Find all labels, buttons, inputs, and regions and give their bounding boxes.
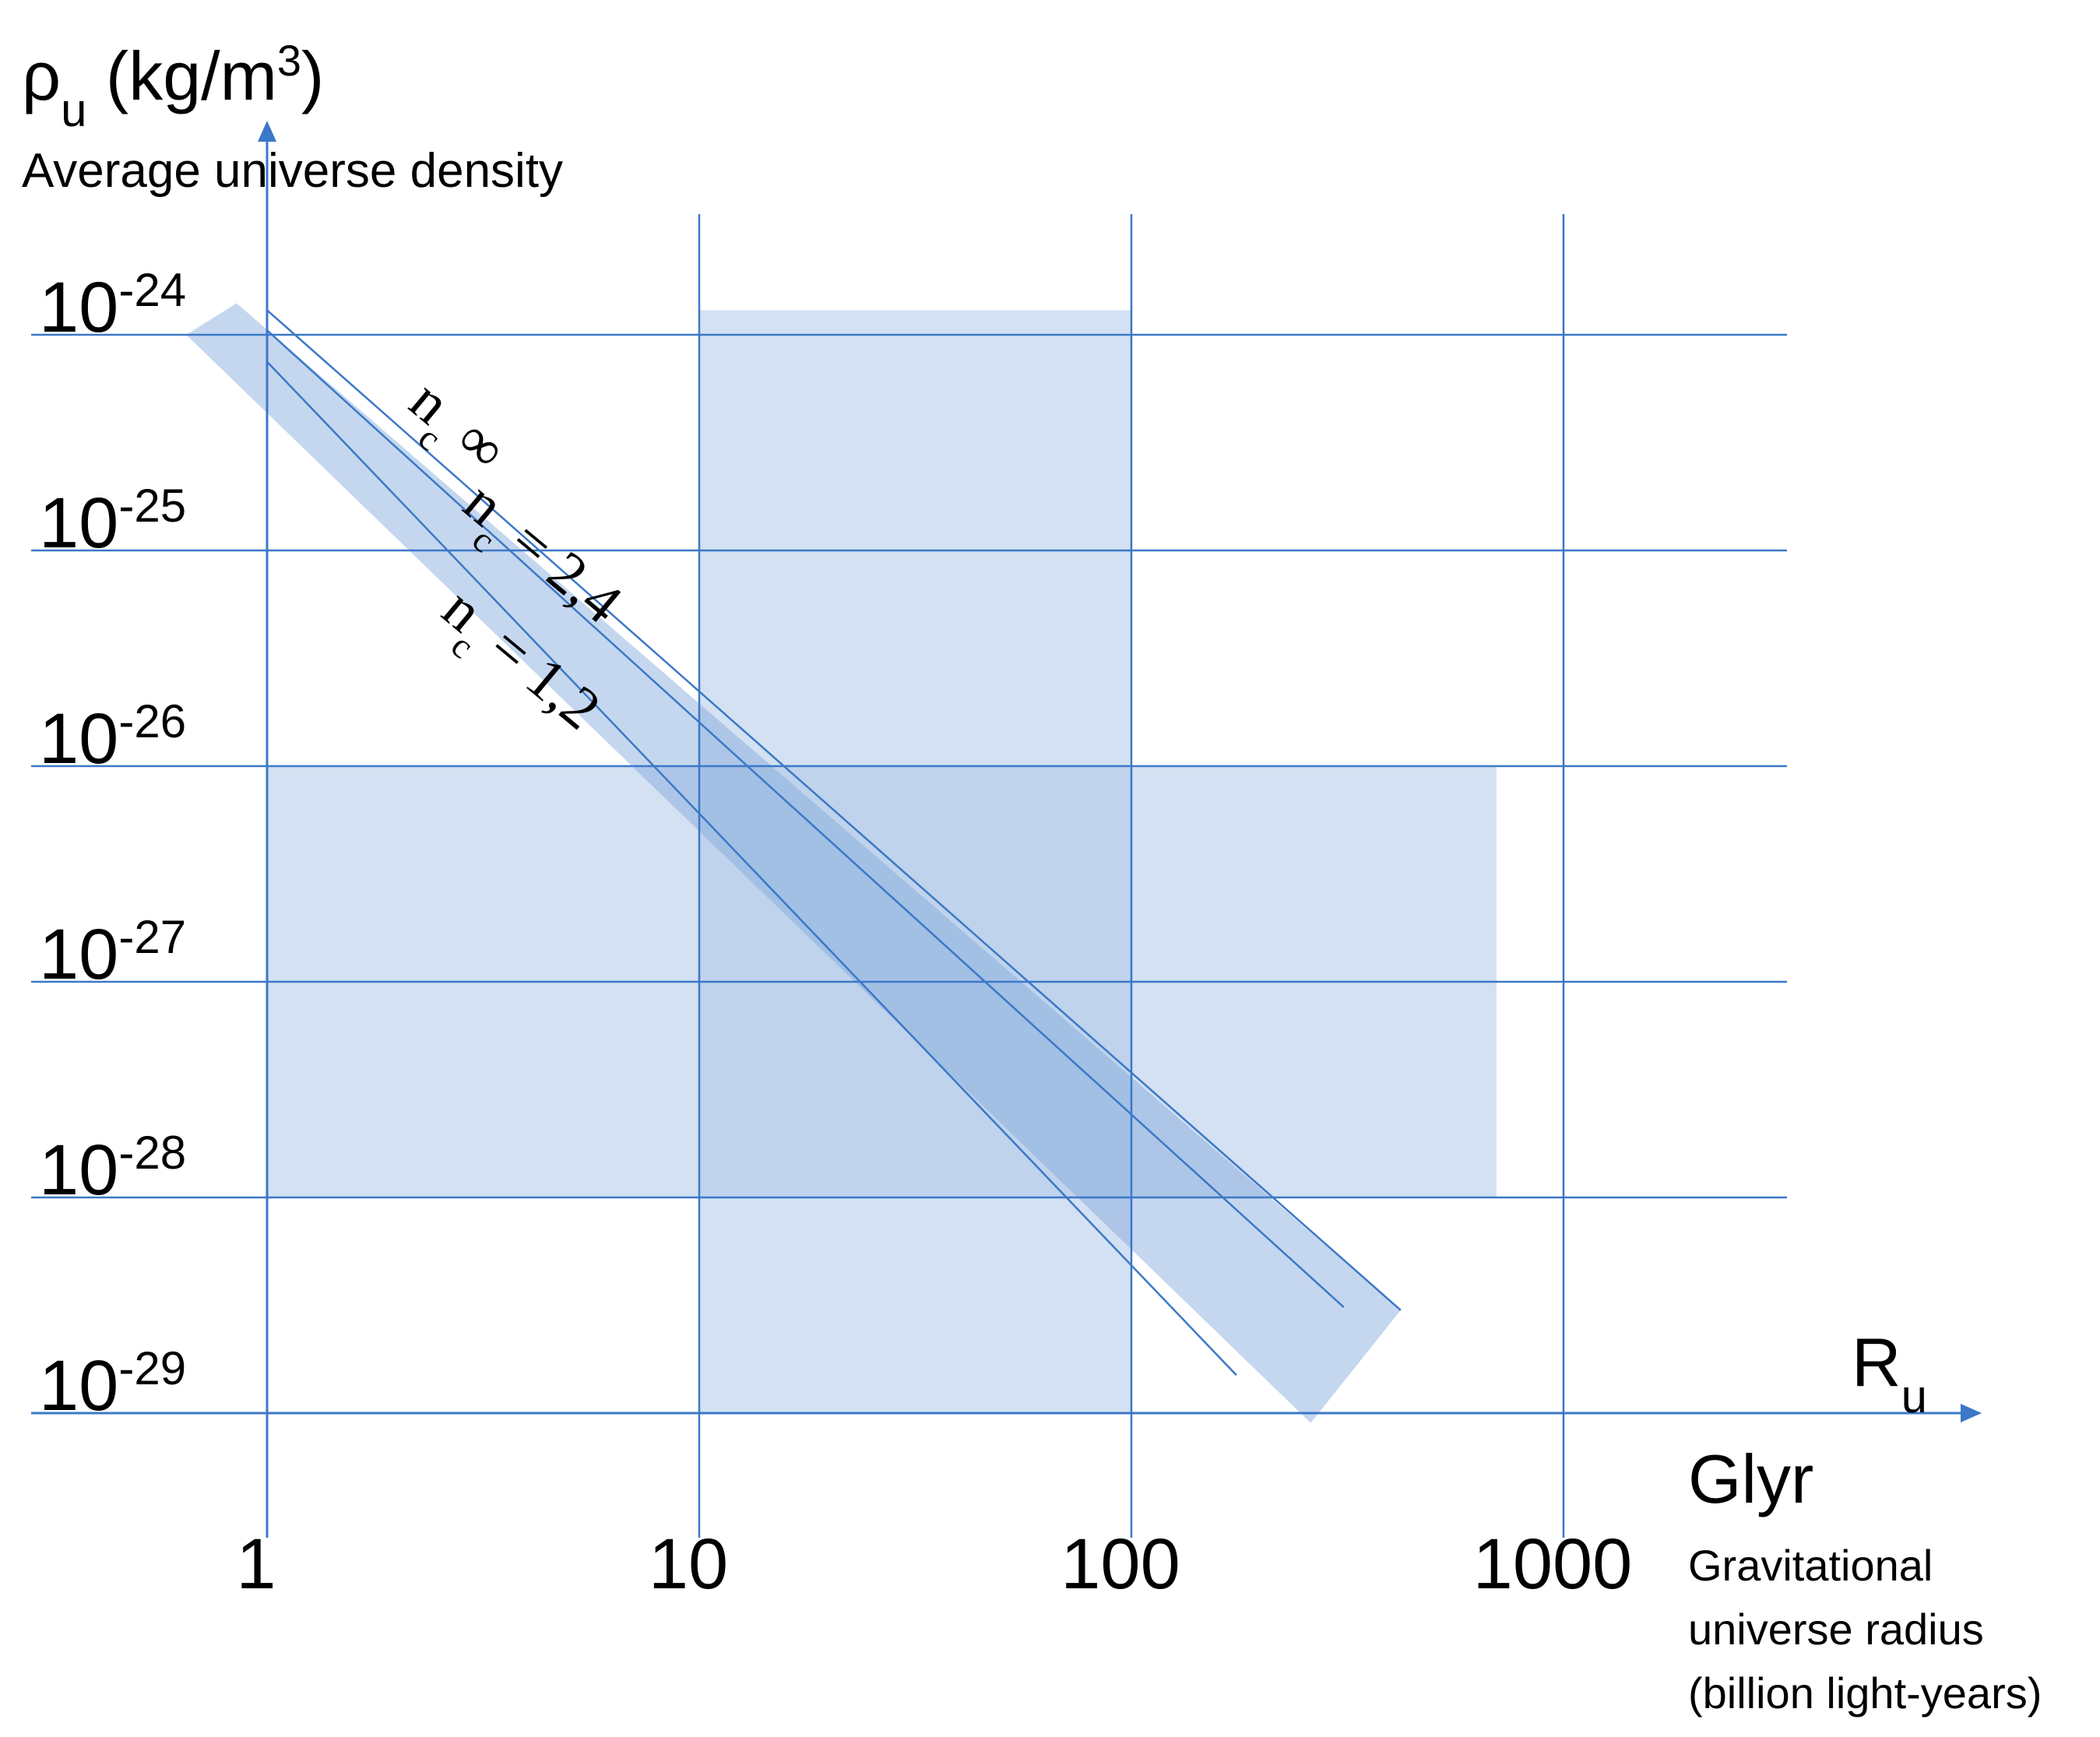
x-axis-arrowhead <box>1961 1404 1982 1422</box>
y-tick-label: 10-29 <box>39 1342 186 1426</box>
series-line <box>266 360 1237 1377</box>
y-tick-label: 10-25 <box>39 480 186 564</box>
x-tick-label: 10 <box>649 1524 728 1604</box>
x-tick-label: 1000 <box>1473 1524 1633 1604</box>
y-tick-label: 10-28 <box>39 1127 186 1211</box>
y-tick-labels: 10-24 10-25 10-26 10-27 10-28 10-29 <box>39 264 186 1426</box>
y-axis-title: ρu (kg/m3) <box>22 36 324 136</box>
y-axis-description: Average universe density <box>22 144 563 198</box>
x-axis-unit: Glyr <box>1688 1440 1813 1517</box>
x-axis-description-line-1: Gravitational <box>1688 1541 1933 1590</box>
relation-band-region <box>186 303 1401 1423</box>
x-axis-symbol: Ru <box>1852 1324 1927 1422</box>
x-axis-description-line-2: universe radius <box>1688 1605 1984 1654</box>
grid <box>31 214 1787 1538</box>
y-tick-label: 10-26 <box>39 695 186 779</box>
x-tick-label: 1 <box>236 1524 276 1604</box>
axes <box>31 121 1982 1538</box>
y-tick-label: 10-27 <box>39 911 186 995</box>
x-tick-label: 100 <box>1061 1524 1180 1604</box>
series-line <box>266 309 1402 1311</box>
y-tick-label: 10-24 <box>39 264 186 348</box>
series-lines <box>266 309 1402 1377</box>
x-axis-description-line-3: (billion light-years) <box>1688 1668 2042 1718</box>
x-tick-labels: 1 10 100 1000 <box>236 1524 1632 1604</box>
shaded-regions <box>186 303 1497 1423</box>
series-line <box>266 329 1345 1308</box>
y-axis-arrowhead <box>258 121 276 142</box>
